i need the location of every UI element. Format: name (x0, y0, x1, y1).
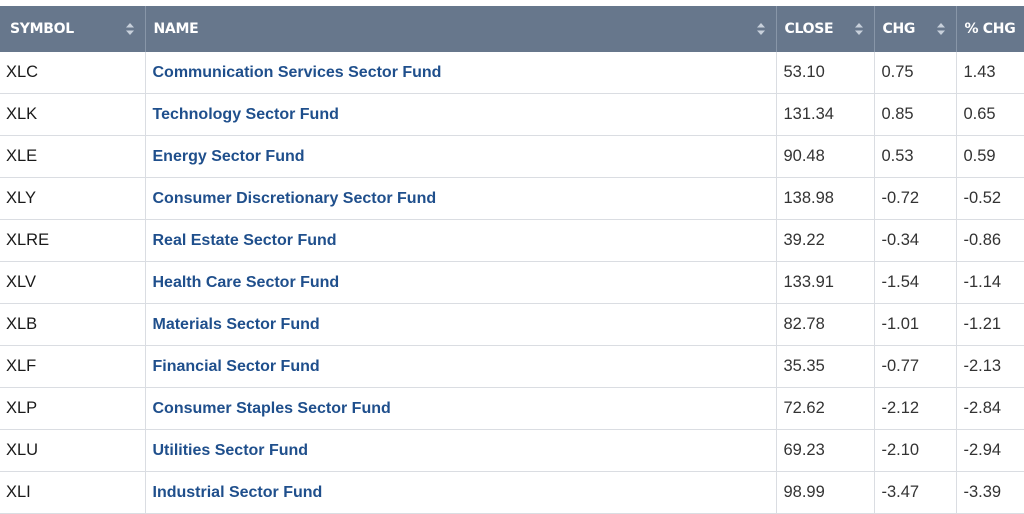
table-row: XLY Consumer Discretionary Sector Fund 138… (0, 177, 1024, 220)
sort-icon[interactable] (125, 22, 135, 36)
pct-chg-cell: 1.43 (956, 52, 1024, 94)
close-cell: 72.62 (776, 387, 875, 430)
close-cell: 138.98 (776, 177, 875, 220)
symbol-cell: XLK (0, 93, 146, 136)
close-cell: 35.35 (776, 345, 875, 388)
name-cell: Financial Sector Fund (145, 345, 777, 388)
symbol-cell: XLE (0, 135, 146, 178)
fund-name-link[interactable]: Technology Sector Fund (152, 106, 339, 123)
table-row: XLC Communication Services Sector Fund 53.… (0, 52, 1024, 94)
pct-chg-cell: -2.84 (956, 387, 1024, 430)
fund-name-link[interactable]: Financial Sector Fund (152, 358, 320, 375)
pct-chg-cell: -0.52 (956, 177, 1024, 220)
table-row: XLI Industrial Sector Fund 98.99 -3.47 -3.39 (0, 471, 1024, 514)
name-cell: Communication Services Sector Fund (145, 52, 777, 94)
name-cell: Materials Sector Fund (145, 303, 777, 346)
fund-name-link[interactable]: Consumer Discretionary Sector Fund (152, 190, 437, 207)
column-header-chg-label: CHG (882, 21, 916, 37)
sort-icon[interactable] (936, 22, 946, 36)
column-header-pct-chg[interactable]: % CHG (956, 6, 1024, 52)
fund-name-link[interactable]: Utilities Sector Fund (152, 442, 309, 459)
chg-cell: 0.53 (874, 135, 957, 178)
column-header-close[interactable]: CLOSE (776, 6, 875, 52)
symbol-cell: XLF (0, 345, 146, 388)
fund-name-link[interactable]: Real Estate Sector Fund (152, 232, 337, 249)
chg-cell: 0.85 (874, 93, 957, 136)
fund-name-link[interactable]: Communication Services Sector Fund (152, 64, 442, 81)
chg-cell: -2.10 (874, 429, 957, 472)
column-header-name[interactable]: NAME (145, 6, 777, 52)
pct-chg-cell: -2.13 (956, 345, 1024, 388)
pct-chg-cell: 0.59 (956, 135, 1024, 178)
fund-name-link[interactable]: Health Care Sector Fund (152, 274, 340, 291)
name-cell: Consumer Staples Sector Fund (145, 387, 777, 430)
table-row: XLF Financial Sector Fund 35.35 -0.77 -2.13 (0, 345, 1024, 388)
symbol-cell: XLU (0, 429, 146, 472)
close-cell: 69.23 (776, 429, 875, 472)
close-cell: 53.10 (776, 52, 875, 94)
chg-cell: -2.12 (874, 387, 957, 430)
close-cell: 98.99 (776, 471, 875, 514)
fund-name-link[interactable]: Industrial Sector Fund (152, 484, 323, 501)
chg-cell: -1.54 (874, 261, 957, 304)
table-row: XLRE Real Estate Sector Fund 39.22 -0.34 -0.… (0, 219, 1024, 262)
symbol-cell: XLRE (0, 219, 146, 262)
header-row: SYMBOL NAME CLOSE CHG % CHG (0, 6, 1024, 52)
symbol-cell: XLP (0, 387, 146, 430)
fund-name-link[interactable]: Energy Sector Fund (152, 148, 305, 165)
sector-table-container: SYMBOL NAME CLOSE CHG % CHG (0, 6, 1024, 514)
symbol-cell: XLY (0, 177, 146, 220)
symbol-cell: XLI (0, 471, 146, 514)
close-cell: 133.91 (776, 261, 875, 304)
pct-chg-cell: -2.94 (956, 429, 1024, 472)
name-cell: Real Estate Sector Fund (145, 219, 777, 262)
table-header: SYMBOL NAME CLOSE CHG % CHG (0, 6, 1024, 52)
column-header-chg[interactable]: CHG (874, 6, 957, 52)
close-cell: 131.34 (776, 93, 875, 136)
column-header-symbol-label: SYMBOL (10, 21, 74, 37)
close-cell: 90.48 (776, 135, 875, 178)
symbol-cell: XLB (0, 303, 146, 346)
name-cell: Health Care Sector Fund (145, 261, 777, 304)
pct-chg-cell: 0.65 (956, 93, 1024, 136)
column-header-pct-chg-label: % CHG (964, 21, 1016, 37)
close-cell: 39.22 (776, 219, 875, 262)
chg-cell: -0.77 (874, 345, 957, 388)
symbol-cell: XLV (0, 261, 146, 304)
name-cell: Industrial Sector Fund (145, 471, 777, 514)
table-row: XLK Technology Sector Fund 131.34 0.85 0.65 (0, 93, 1024, 136)
name-cell: Technology Sector Fund (145, 93, 777, 136)
table-body: XLC Communication Services Sector Fund 53.… (0, 52, 1024, 514)
table-row: XLU Utilities Sector Fund 69.23 -2.10 -2.94 (0, 429, 1024, 472)
chg-cell: 0.75 (874, 52, 957, 94)
table-row: XLE Energy Sector Fund 90.48 0.53 0.59 (0, 135, 1024, 178)
sector-fund-table: SYMBOL NAME CLOSE CHG % CHG (0, 6, 1024, 514)
fund-name-link[interactable]: Materials Sector Fund (152, 316, 320, 333)
column-header-close-label: CLOSE (784, 21, 834, 37)
chg-cell: -0.72 (874, 177, 957, 220)
pct-chg-cell: -1.14 (956, 261, 1024, 304)
sort-icon[interactable] (756, 22, 766, 36)
chg-cell: -0.34 (874, 219, 957, 262)
column-header-symbol[interactable]: SYMBOL (0, 6, 146, 52)
pct-chg-cell: -3.39 (956, 471, 1024, 514)
fund-name-link[interactable]: Consumer Staples Sector Fund (152, 400, 391, 417)
table-row: XLV Health Care Sector Fund 133.91 -1.54 -1.… (0, 261, 1024, 304)
sort-icon[interactable] (854, 22, 864, 36)
name-cell: Consumer Discretionary Sector Fund (145, 177, 777, 220)
name-cell: Energy Sector Fund (145, 135, 777, 178)
table-row: XLB Materials Sector Fund 82.78 -1.01 -1.21 (0, 303, 1024, 346)
pct-chg-cell: -1.21 (956, 303, 1024, 346)
symbol-cell: XLC (0, 52, 146, 94)
chg-cell: -1.01 (874, 303, 957, 346)
pct-chg-cell: -0.86 (956, 219, 1024, 262)
close-cell: 82.78 (776, 303, 875, 346)
name-cell: Utilities Sector Fund (145, 429, 777, 472)
table-row: XLP Consumer Staples Sector Fund 72.62 -2.1… (0, 387, 1024, 430)
column-header-name-label: NAME (153, 21, 199, 37)
chg-cell: -3.47 (874, 471, 957, 514)
